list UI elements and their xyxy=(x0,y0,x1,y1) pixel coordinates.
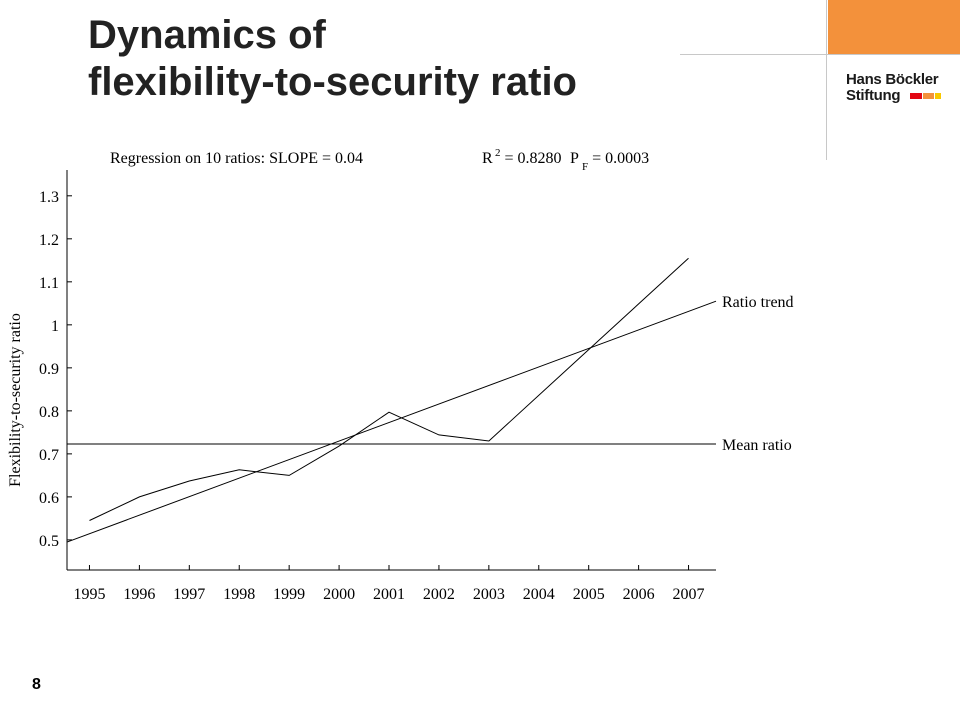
pf-subscript: F xyxy=(582,161,588,173)
header-vertical-line xyxy=(826,0,827,160)
ratio-line-chart: Regression on 10 ratios: SLOPE = 0.04 R 2 … xyxy=(7,147,794,603)
x-tick-label: 1996 xyxy=(123,586,155,603)
pf-symbol: P xyxy=(570,150,579,167)
x-tick-label: 2007 xyxy=(673,586,705,603)
page-number: 8 xyxy=(32,676,41,693)
y-tick-label: 0.9 xyxy=(39,361,59,378)
logo-bar-red xyxy=(910,93,922,99)
y-tick-label: 0.7 xyxy=(39,447,59,464)
y-tick-label: 1.2 xyxy=(39,232,59,249)
hans-boeckler-logo: Hans Böckler Stiftung xyxy=(846,72,946,106)
r2-symbol: R xyxy=(482,150,493,167)
logo-bar-yellow xyxy=(935,93,941,99)
x-tick-label: 2002 xyxy=(423,586,455,603)
logo-line-2: Stiftung xyxy=(846,87,901,104)
ratio-trend-label: Ratio trend xyxy=(722,294,794,311)
y-tick-label: 1.3 xyxy=(39,189,59,206)
y-tick-label: 0.6 xyxy=(39,490,59,507)
regression-slope-text: Regression on 10 ratios: SLOPE = 0.04 xyxy=(110,150,363,167)
header-divider-line xyxy=(680,54,960,55)
x-tick-label: 2001 xyxy=(373,586,405,603)
x-tick-label: 2000 xyxy=(323,586,355,603)
logo-line-1: Hans Böckler xyxy=(846,71,939,88)
x-tick-label: 1995 xyxy=(73,586,105,603)
x-tick-label: 1999 xyxy=(273,586,305,603)
plot-area: 0.5 0.6 0.7 0.8 0.9 1 1.1 1.2 1.3 1995 1996 1997 199… xyxy=(39,170,794,603)
x-tick-label: 2005 xyxy=(573,586,605,603)
r2-superscript: 2 xyxy=(495,147,501,159)
logo-bar-orange xyxy=(923,93,934,99)
mean-ratio-label: Mean ratio xyxy=(722,437,792,454)
x-tick-label: 2006 xyxy=(623,586,655,603)
x-tick-label: 2004 xyxy=(523,586,555,603)
regression-summary: Regression on 10 ratios: SLOPE = 0.04 R 2 … xyxy=(110,147,649,173)
pf-value: = 0.0003 xyxy=(588,150,649,167)
ratio-series-line xyxy=(89,257,689,521)
page-title: Dynamics of flexibility-to-security rati… xyxy=(88,12,577,106)
x-tick-label: 2003 xyxy=(473,586,505,603)
ratio-trend-line xyxy=(66,300,717,543)
y-tick-label: 0.8 xyxy=(39,404,59,421)
y-tick-label: 0.5 xyxy=(39,533,59,550)
x-tick-label: 1997 xyxy=(173,586,205,603)
page-title-line-1: Dynamics of xyxy=(88,13,326,57)
y-tick-label: 1.1 xyxy=(39,275,59,292)
brand-orange-block xyxy=(828,0,960,54)
r2-value: = 0.8280 xyxy=(501,150,562,167)
y-axis-label: Flexibility-to-security ratio xyxy=(7,313,24,487)
y-tick-label: 1 xyxy=(51,318,59,335)
page-title-line-2: flexibility-to-security ratio xyxy=(88,60,577,104)
x-tick-label: 1998 xyxy=(223,586,255,603)
